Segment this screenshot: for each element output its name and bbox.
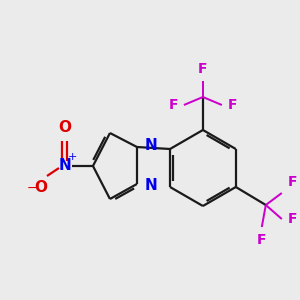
Text: F: F: [257, 233, 266, 247]
Text: F: F: [228, 98, 237, 112]
Text: −: −: [27, 182, 37, 194]
Text: F: F: [198, 62, 208, 76]
Text: F: F: [288, 175, 297, 189]
Text: N: N: [145, 139, 158, 154]
Text: +: +: [68, 152, 78, 162]
Text: F: F: [168, 98, 178, 112]
Text: F: F: [288, 212, 297, 226]
Text: N: N: [58, 158, 71, 173]
Text: O: O: [58, 120, 71, 135]
Text: N: N: [145, 178, 158, 193]
Text: O: O: [34, 180, 47, 195]
